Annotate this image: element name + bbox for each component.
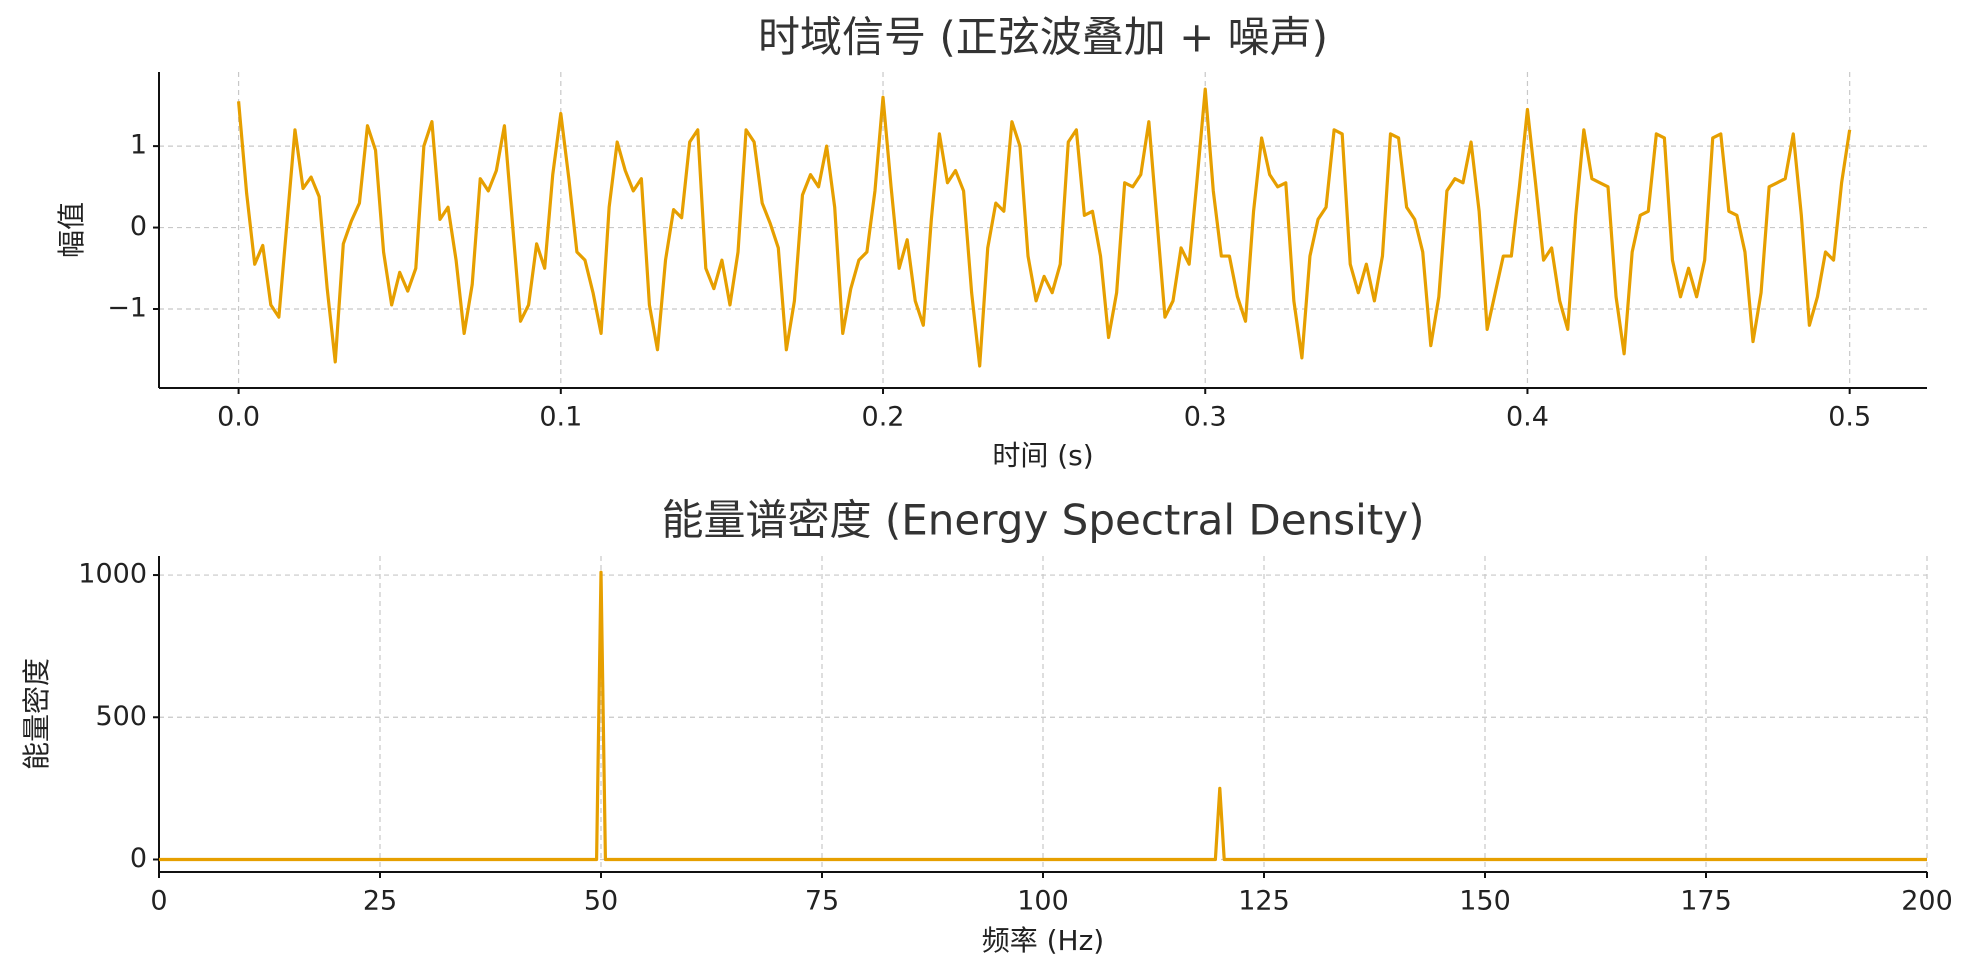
x-tick-label: 0.1 (539, 402, 582, 433)
x-tick-label: 0.4 (1506, 402, 1549, 433)
x-axis-label: 时间 (s) (992, 439, 1093, 472)
y-axis-label: 幅值 (55, 202, 88, 258)
x-tick-label: 0.0 (217, 402, 260, 433)
chart-title: 时域信号 (正弦波叠加 + 噪声) (758, 13, 1328, 62)
y-axis-label: 能量密度 (20, 658, 53, 770)
x-tick-label: 50 (584, 886, 618, 917)
y-tick-label: −1 (107, 293, 147, 324)
signal-line (159, 570, 1927, 862)
x-tick-label: 75 (805, 886, 839, 917)
y-tick-label: 500 (95, 701, 147, 732)
x-tick-label: 0.5 (1828, 402, 1871, 433)
x-tick-label: 0.3 (1184, 402, 1227, 433)
x-axis-label: 频率 (Hz) (982, 924, 1105, 957)
y-tick-label: 1000 (78, 559, 147, 590)
x-tick-label: 150 (1459, 886, 1511, 917)
x-tick-label: 25 (363, 886, 397, 917)
y-tick-label: 0 (130, 211, 147, 242)
y-tick-label: 0 (130, 843, 147, 874)
chart-title: 能量谱密度 (Energy Spectral Density) (662, 496, 1425, 545)
x-tick-label: 0.2 (862, 402, 905, 433)
x-tick-label: 175 (1680, 886, 1732, 917)
signal-line (236, 87, 1852, 368)
x-tick-label: 125 (1238, 886, 1290, 917)
x-tick-label: 200 (1901, 886, 1953, 917)
x-tick-label: 0 (150, 886, 167, 917)
y-tick-label: 1 (130, 130, 147, 161)
x-tick-label: 100 (1017, 886, 1069, 917)
